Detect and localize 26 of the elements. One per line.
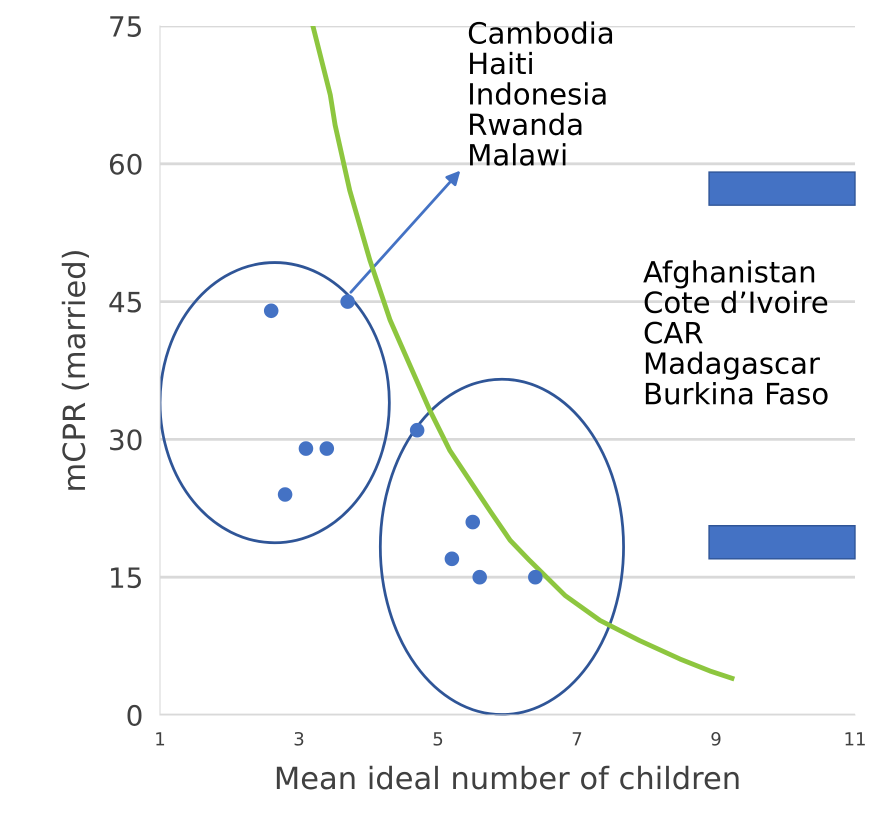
point [264, 304, 278, 318]
y-axis-title: mCPR (married) [62, 251, 89, 490]
x-axis-title: Mean ideal number of children [276, 766, 739, 790]
point [472, 570, 487, 584]
y-tick-label: 0 [127, 704, 142, 726]
y-tick-label: 15 [111, 568, 141, 588]
x-tick-label: 9 [711, 732, 720, 746]
annotation: Cambodia Haiti Indonesia Rwanda Malawi [468, 21, 612, 166]
x-tick-label: 11 [845, 732, 865, 746]
point [320, 441, 334, 456]
x-tick-label: 5 [434, 732, 442, 746]
point [465, 514, 480, 530]
y-tick-label: 75 [110, 16, 141, 37]
point [444, 552, 460, 566]
point [298, 441, 314, 456]
y-tick-label: 45 [109, 292, 141, 313]
x-tick-label: 7 [572, 732, 582, 746]
annotation: Afghanistan Cote d’Ivoire CAR Madagascar Burkina Faso [643, 260, 828, 405]
point [410, 422, 424, 438]
x-tick-label: 3 [294, 732, 304, 746]
y-tick-label: 30 [110, 429, 142, 450]
point [528, 570, 543, 584]
x-tick-label: 1 [156, 732, 164, 746]
point [278, 487, 292, 502]
point [340, 294, 355, 309]
y-tick-label: 60 [110, 154, 142, 175]
